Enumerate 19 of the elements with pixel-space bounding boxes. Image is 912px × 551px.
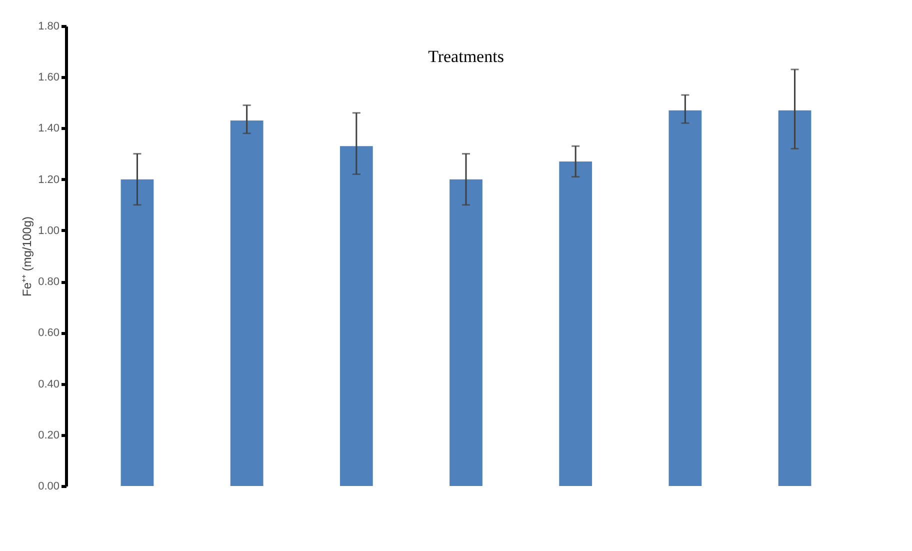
y-axis-title: Fe⁺⁺ (mg/100g)	[20, 216, 34, 297]
y-tick-label: 1.20	[38, 174, 60, 186]
y-tick-label: 0.20	[38, 429, 60, 442]
y-tick-label: 0.80	[38, 276, 60, 288]
bar	[230, 120, 264, 486]
y-tick-label: 1.40	[38, 122, 60, 135]
bar	[778, 110, 812, 486]
bar	[559, 161, 592, 486]
y-tick-label: 0.00	[38, 480, 60, 492]
bar	[668, 110, 702, 486]
y-tick-label: 1.60	[38, 72, 60, 84]
y-tick-label: 0.40	[38, 378, 60, 390]
text: Treatments	[428, 47, 504, 66]
y-tick-label: 0.60	[38, 327, 60, 340]
y-tick-label: 1.80	[38, 20, 60, 32]
y-tick-label: 1.00	[38, 224, 60, 237]
bar	[120, 179, 154, 486]
bar	[340, 146, 373, 486]
bar	[450, 179, 482, 486]
